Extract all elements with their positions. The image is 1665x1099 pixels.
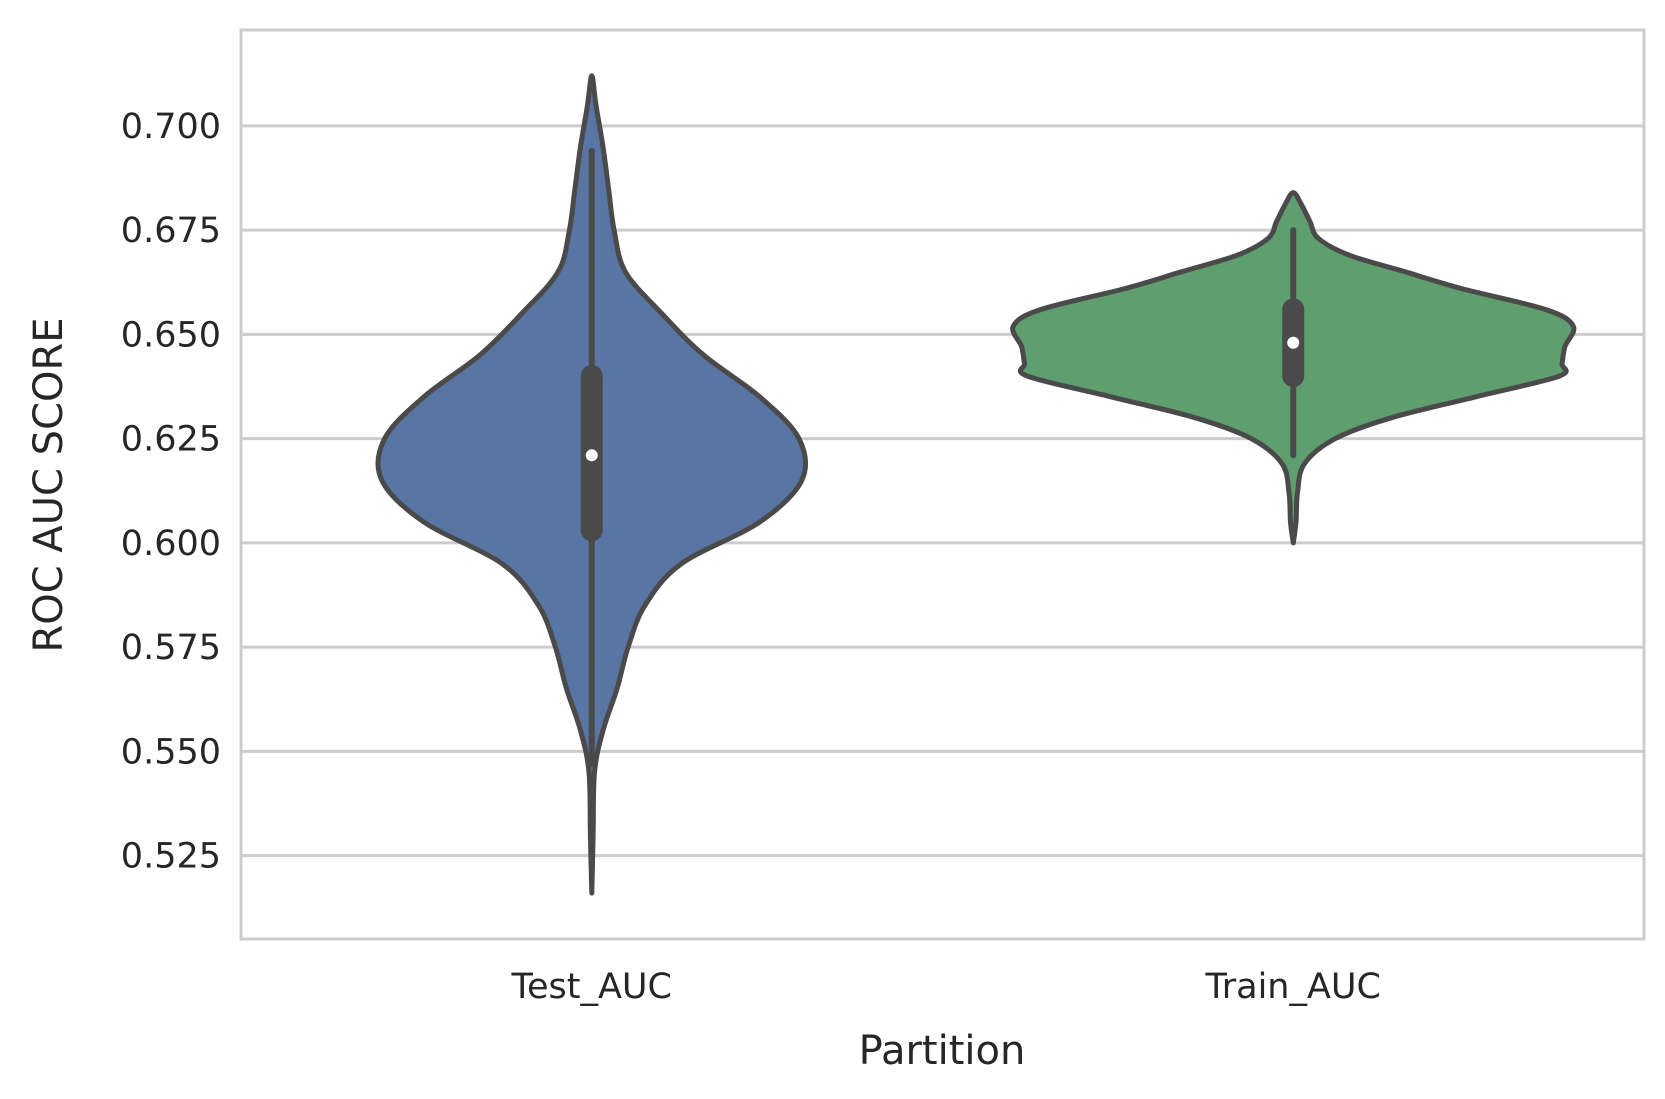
violin-test-auc xyxy=(375,73,809,896)
y-tick-label: 0.650 xyxy=(121,315,221,355)
violins xyxy=(375,73,1577,896)
y-axis-title: ROC AUC SCORE xyxy=(26,317,72,652)
y-tick-label: 0.675 xyxy=(121,211,221,251)
y-tick-label: 0.600 xyxy=(121,524,221,564)
x-tick-labels: Test_AUC Train_AUC xyxy=(511,967,1381,1007)
plot-frame xyxy=(239,28,1646,941)
median-point xyxy=(585,449,598,462)
x-tick-label: Train_AUC xyxy=(1205,967,1381,1007)
y-tick-labels: 0.525 0.550 0.575 0.600 0.625 0.650 0.675 0.700 xyxy=(121,107,221,877)
median-point xyxy=(1287,336,1300,349)
y-tick-label: 0.575 xyxy=(121,628,221,668)
y-tick-label: 0.525 xyxy=(121,837,221,877)
x-tick-label: Test_AUC xyxy=(511,967,672,1007)
y-tick-label: 0.700 xyxy=(121,107,221,147)
violin-train-auc xyxy=(1010,190,1577,546)
y-tick-label: 0.550 xyxy=(121,732,221,772)
y-tick-label: 0.625 xyxy=(121,420,221,460)
x-axis-title: Partition xyxy=(859,1028,1026,1074)
